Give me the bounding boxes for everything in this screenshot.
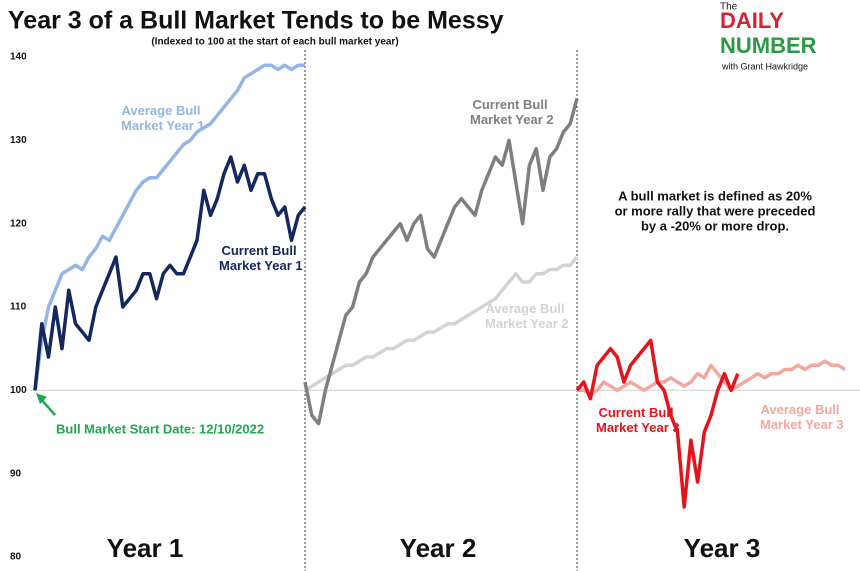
y-tick-label: 140 [10, 52, 27, 63]
y-tick-label: 130 [10, 135, 27, 146]
note-line: or more rally that were preceded [615, 203, 816, 218]
series-label: Average Bull Market Year 2 [481, 301, 568, 331]
x-axis-label: Year 3 [684, 533, 761, 563]
y-tick-label: 110 [10, 302, 27, 313]
x-axis-label: Year 2 [400, 533, 477, 563]
series-line [577, 359, 846, 397]
y-tick-label: 100 [10, 385, 27, 396]
y-tick-label: 90 [10, 468, 22, 479]
chart-title: Year 3 of a Bull Market Tends to be Mess… [8, 7, 504, 35]
series-label: Current Bull Market Year 3 [592, 405, 679, 435]
note-line: A bull market is defined as 20% [618, 188, 812, 203]
logo-pre: The [720, 2, 738, 13]
logo-name: NUMBER [720, 33, 817, 58]
series-line [33, 63, 305, 391]
series-label: Current Bull Market Year 1 [215, 243, 302, 273]
arrow-head [36, 393, 47, 404]
x-axis-label: Year 1 [107, 533, 184, 563]
y-tick-label: 120 [10, 218, 27, 229]
series-line [304, 255, 579, 392]
y-tick-label: 80 [10, 552, 22, 563]
annotation: Bull Market Start Date: 12/10/2022 [56, 421, 264, 436]
series-label: Current Bull Market Year 2 [466, 97, 553, 127]
series-line [575, 338, 740, 509]
series-line [303, 98, 579, 426]
series-label: Average Bull Market Year 1 [117, 103, 204, 133]
note-line: by a -20% or more drop. [641, 218, 789, 233]
logo-name: DAILY [720, 8, 784, 33]
logo-byline: with Grant Hawkridge [721, 61, 808, 71]
series-line [33, 155, 307, 391]
series-label: Average Bull Market Year 3 [756, 402, 843, 432]
subtitle: (Indexed to 100 at the start of each bul… [151, 37, 398, 48]
